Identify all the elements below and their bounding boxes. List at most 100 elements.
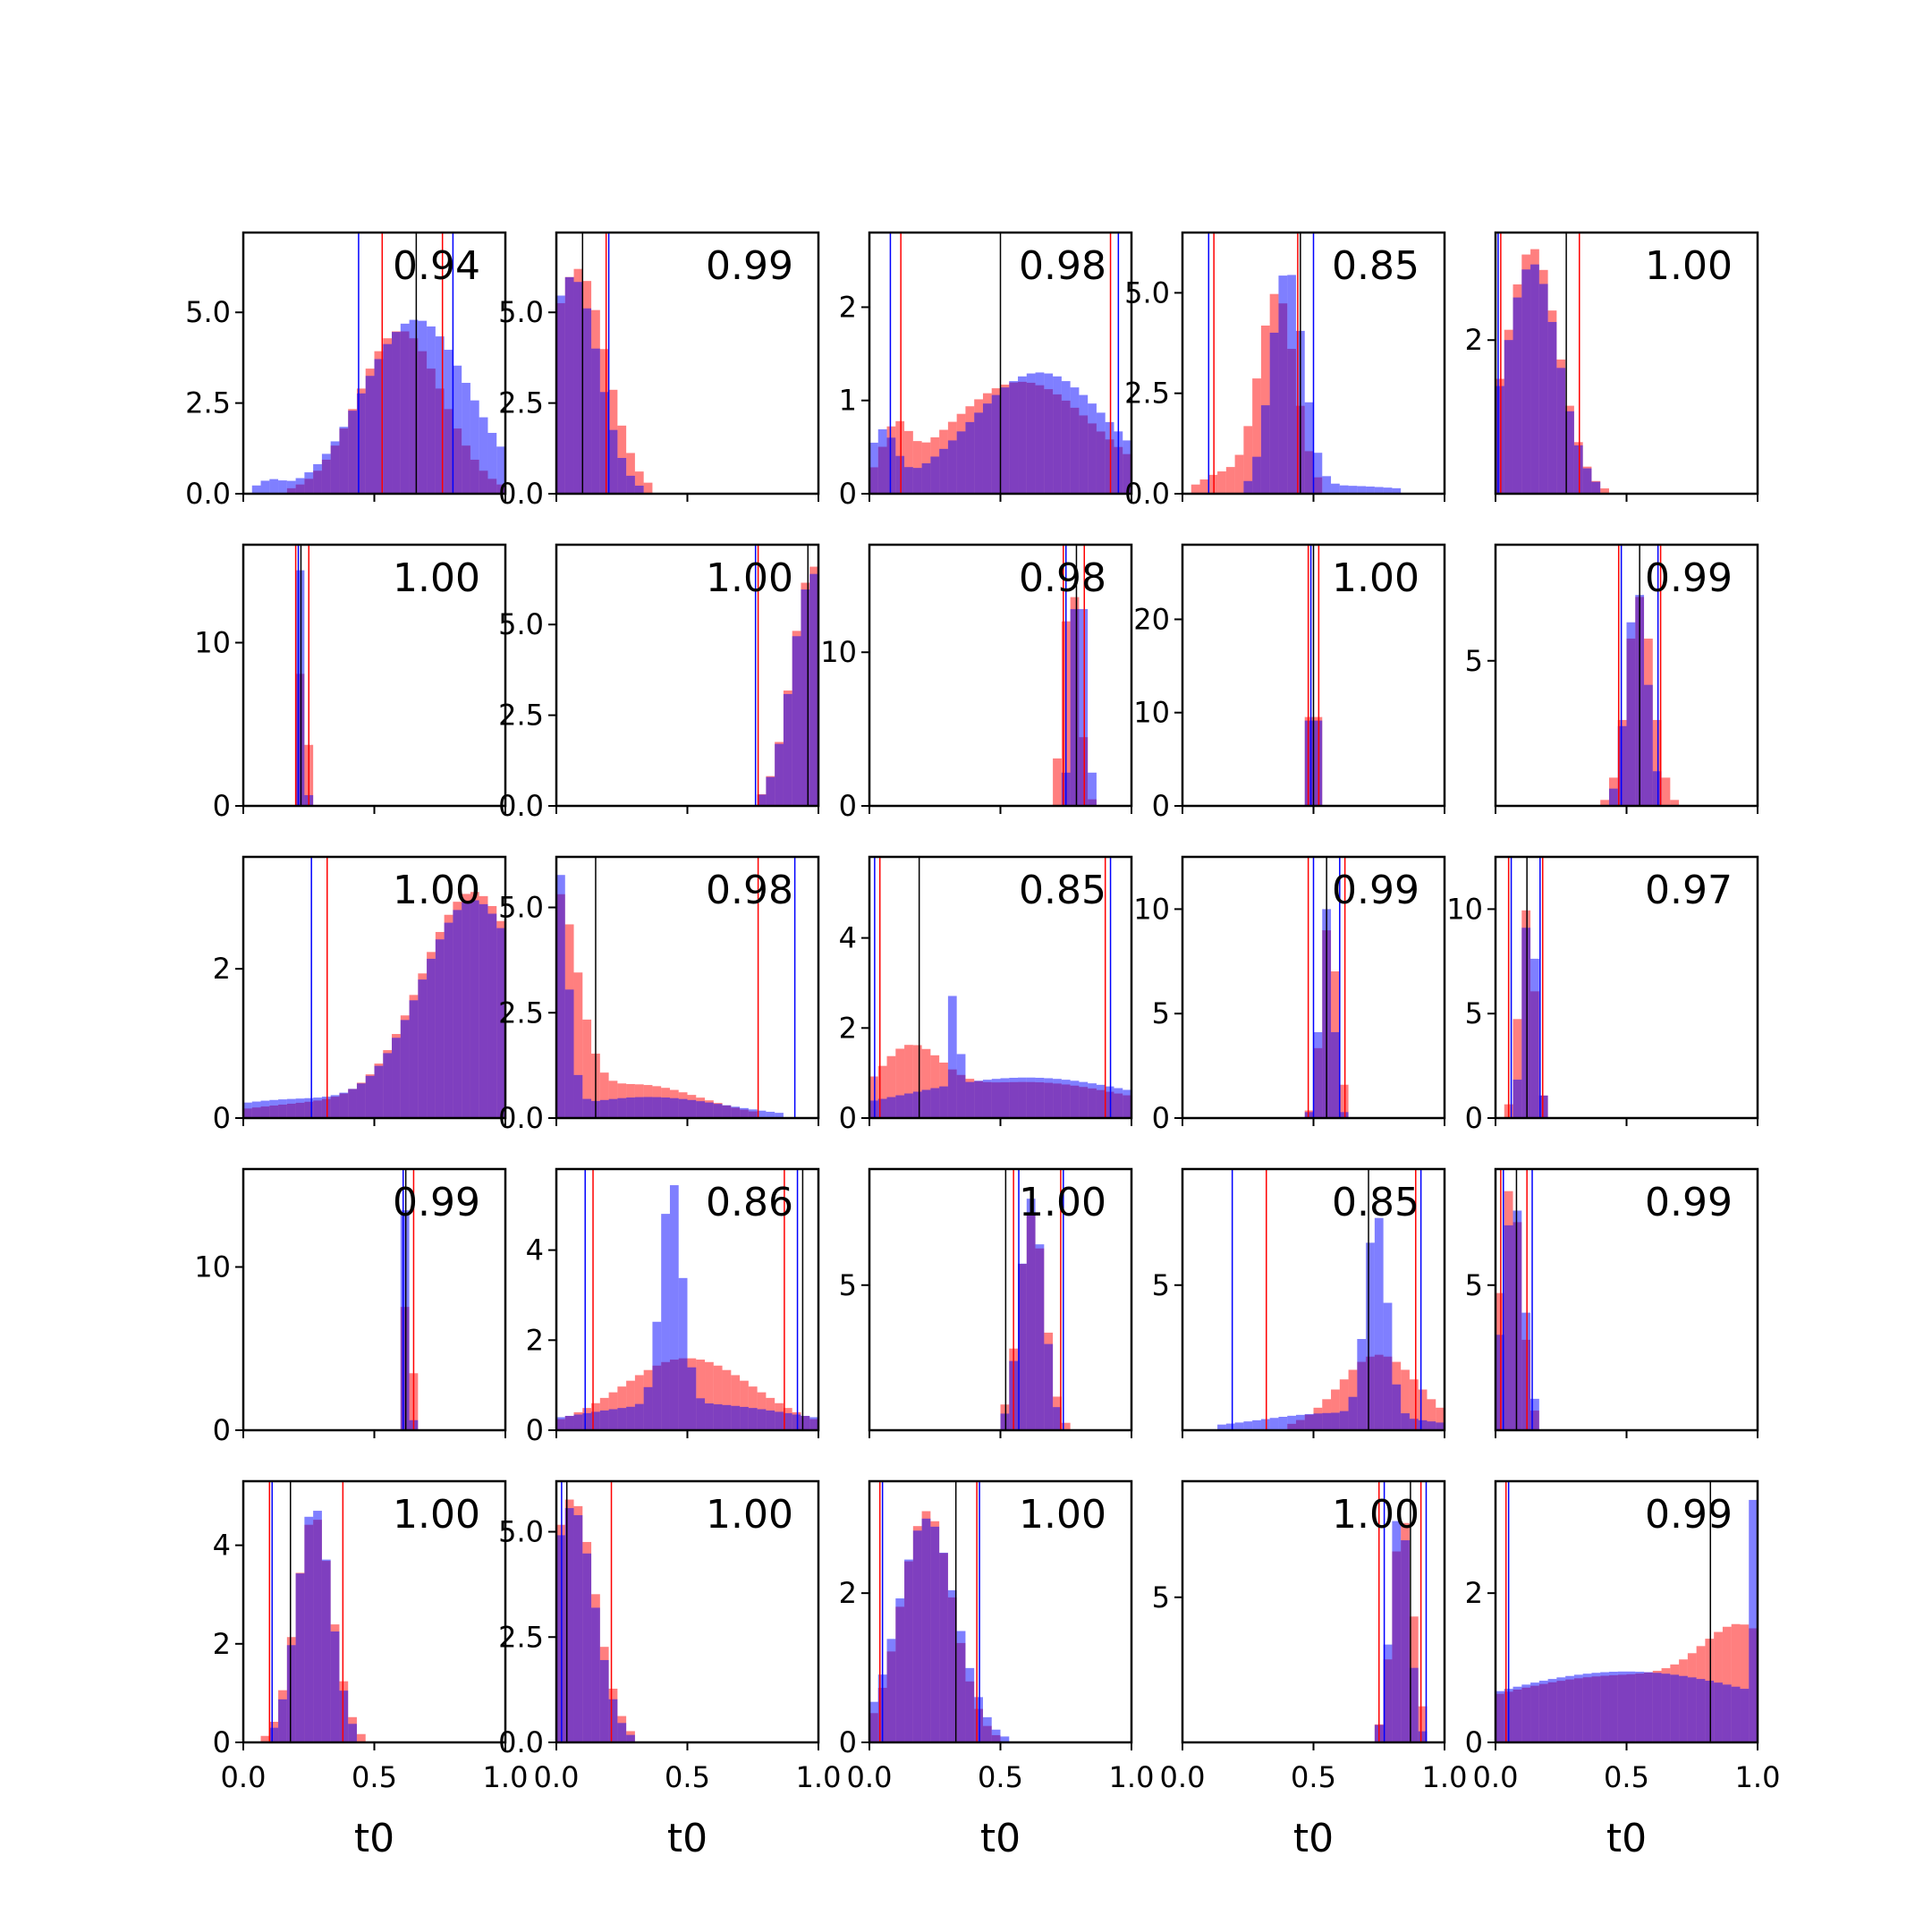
blue-histogram-bar [912,468,922,494]
blue-histogram-bar [1304,1413,1314,1430]
panel-3-3: 0 2 4 0.85 [839,855,1133,1135]
blue-histogram-bar [313,1097,322,1118]
panel-value-label: 0.98 [1019,243,1106,289]
red-histogram-bar [1217,471,1226,494]
panel-value-label: 1.00 [706,555,793,601]
red-histogram-bar [582,1019,592,1118]
blue-histogram-bar [626,475,635,494]
blue-histogram-bar [634,485,644,494]
blue-histogram-bar [573,282,583,494]
blue-histogram-bar [556,875,565,1118]
blue-histogram-bar [286,1098,296,1118]
blue-histogram-bar [1313,1031,1323,1118]
blue-histogram-bar [669,1097,679,1118]
y-tick-label: 2 [839,1011,857,1045]
panel-value-label: 0.98 [1019,555,1106,601]
x-tick-label: 0.5 [978,1760,1023,1794]
panel-4-1: 0 10 0.99 [194,1167,507,1447]
blue-histogram-bar [1026,1077,1036,1118]
blue-histogram-bar [1053,376,1062,494]
blue-histogram-bar [573,1414,583,1430]
blue-histogram-bar [348,1724,357,1742]
blue-histogram-bar [591,1607,600,1742]
blue-histogram-bar [669,1185,679,1430]
y-tick-label: 0.0 [498,477,544,511]
x-tick-label: 0.0 [847,1760,893,1794]
panel-value-label: 1.00 [393,1492,480,1538]
blue-histogram-bar [1061,1080,1071,1118]
red-histogram-bar [634,1375,644,1430]
blue-histogram-bar [564,1508,574,1742]
blue-histogram-bar [1521,269,1531,494]
red-histogram-bar [626,1380,635,1430]
panel-2-1: 0 10 1.00 [194,543,507,823]
blue-histogram-bar [330,441,340,494]
blue-histogram-bar [1331,483,1340,494]
red-histogram-bar [1740,1624,1750,1742]
panel-value-label: 0.85 [1332,243,1419,289]
blue-histogram-bar [556,1535,565,1742]
blue-histogram-bar [1556,368,1566,494]
blue-histogram-bar [1096,1084,1106,1118]
blue-histogram-bar [1096,412,1106,494]
red-histogram-bar [1652,719,1662,806]
red-histogram-bar [643,482,653,494]
blue-histogram-bar [435,939,445,1118]
blue-histogram-bar [1357,486,1367,494]
blue-histogram-bar [1392,1521,1402,1742]
y-tick-label: 0 [213,1413,231,1447]
blue-histogram-bar [939,1552,948,1742]
panel-3-4: 0 5 10 0.99 [1133,855,1446,1135]
blue-histogram-bar [1749,1499,1758,1742]
blue-histogram-bar [365,1075,375,1118]
blue-histogram-bar [1496,1335,1504,1430]
blue-histogram-bar [1234,1422,1244,1430]
blue-histogram-bar [1538,1681,1548,1742]
blue-histogram-bar [1731,1686,1741,1742]
blue-histogram-bar [269,1727,279,1742]
blue-histogram-bar [556,295,565,494]
y-tick-label: 5 [1152,996,1170,1030]
red-histogram-bar [599,1072,609,1118]
blue-histogram-bar [652,1321,662,1430]
y-tick-label: 0 [1465,1725,1483,1759]
blue-histogram-bar [939,1086,948,1118]
panel-5-2: 0.0 2.5 5.0 0.0 0.5 1.0 1.00 t0 [498,1479,841,1861]
blue-histogram-bar [1313,453,1323,494]
blue-histogram-bar [1418,1419,1428,1430]
blue-histogram-bar [705,1102,714,1118]
y-tick-label: 0 [839,1101,857,1135]
panel-value-label: 1.00 [1332,555,1419,601]
blue-histogram-bar [1565,411,1574,494]
blue-histogram-bar [269,479,279,494]
blue-histogram-bar [740,1406,749,1430]
y-tick-label: 0 [839,1725,857,1759]
blue-histogram-bar [731,1405,741,1430]
y-tick-label: 5.0 [498,1515,544,1549]
red-histogram-bar [930,1055,940,1118]
blue-histogram-bar [1035,372,1045,494]
blue-histogram-bar [418,979,428,1118]
blue-histogram-bar [1383,1302,1393,1430]
blue-histogram-bar [974,1080,983,1118]
blue-histogram-bar [1339,485,1349,494]
y-tick-label: 0 [839,477,857,511]
x-axis-label: t0 [1293,1816,1334,1861]
red-histogram-bar [1418,1389,1428,1430]
blue-histogram-bar [886,1097,896,1118]
y-tick-label: 5.0 [1124,275,1170,309]
blue-histogram-bar [608,429,618,494]
x-tick-label: 0.0 [221,1760,267,1794]
blue-histogram-bar [1088,1083,1097,1118]
blue-histogram-bar [1123,1089,1131,1118]
blue-histogram-bar [1035,1244,1045,1430]
red-histogram-bar [356,1733,366,1742]
blue-histogram-bar [374,359,384,494]
blue-histogram-bar [1000,1078,1010,1118]
blue-histogram-bar [947,440,957,494]
blue-histogram-bar [930,1526,940,1742]
panel-value-label: 0.85 [1332,1180,1419,1225]
blue-histogram-bar [599,1659,609,1742]
blue-histogram-bar [792,636,801,806]
panel-2-3: 0 10 0.98 [820,543,1133,823]
